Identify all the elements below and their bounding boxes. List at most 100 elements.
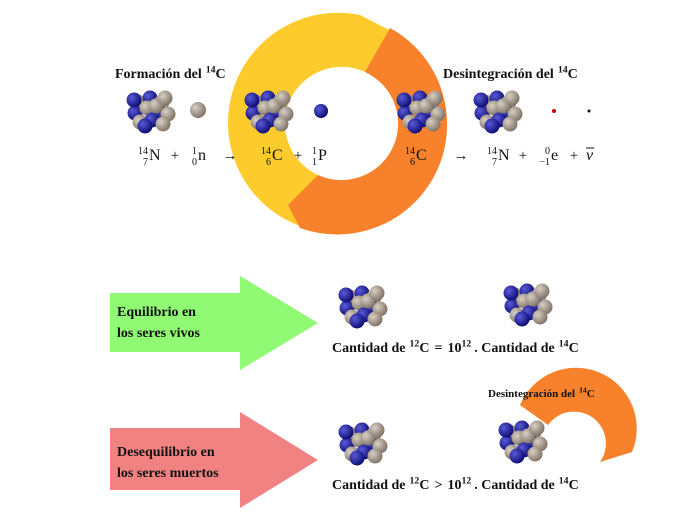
nucleon	[502, 116, 518, 132]
mass-number: 14	[487, 146, 497, 157]
dead-arrow	[110, 412, 318, 508]
symbol: N	[498, 147, 510, 164]
electron	[552, 109, 556, 113]
nucleon	[498, 422, 514, 438]
nucleon	[244, 92, 260, 108]
atomic-number: −1	[539, 157, 550, 168]
nucleon	[427, 90, 443, 106]
neutron	[190, 102, 206, 118]
symbol: ν	[586, 147, 594, 164]
symbol: P	[318, 147, 327, 164]
superscript: 12	[461, 475, 471, 486]
text: Desintegración del	[488, 388, 575, 400]
operator: +	[519, 148, 527, 164]
operator: →	[454, 148, 469, 164]
nucleon	[534, 283, 550, 299]
superscript: 12	[461, 338, 471, 349]
nucleon	[349, 450, 365, 466]
text: . Cantidad de	[474, 341, 555, 356]
text: C	[587, 388, 595, 400]
mass-number: 14	[138, 146, 148, 157]
nucleon	[509, 448, 525, 464]
atomic-number: 0	[192, 157, 197, 168]
superscript: 12	[410, 338, 420, 349]
state-label: Desequilibrio en	[117, 445, 215, 460]
text: =	[434, 341, 442, 356]
nucleon	[338, 424, 354, 440]
text: C	[569, 478, 579, 493]
nucleon	[407, 118, 423, 134]
superscript: 14	[559, 338, 569, 349]
text: 10	[447, 478, 461, 493]
text: 10	[447, 341, 461, 356]
nucleon	[367, 448, 383, 464]
decay-arc	[520, 367, 637, 462]
nucleon	[396, 92, 412, 108]
symbol: e	[551, 147, 558, 164]
nucleon	[349, 313, 365, 329]
mass-number: 0	[545, 146, 550, 157]
cycle-arrow-yellow	[228, 12, 405, 226]
superscript: 14	[579, 386, 587, 395]
text: Cantidad de	[332, 341, 406, 356]
atomic-number: 6	[266, 157, 271, 168]
state-label: los seres muertos	[117, 466, 219, 481]
text: Desintegración del	[443, 67, 554, 82]
nucleon	[503, 285, 519, 301]
symbol: n	[198, 147, 206, 164]
operator: +	[570, 148, 578, 164]
atomic-number: 1	[312, 157, 317, 168]
nucleon	[369, 422, 385, 438]
cycle-arrow-orange	[288, 28, 448, 235]
nucleon	[473, 92, 489, 108]
nucleon	[137, 118, 153, 134]
mass-number: 1	[192, 146, 197, 157]
nucleon	[157, 90, 173, 106]
superscript: 14	[558, 64, 568, 75]
nucleon	[514, 311, 530, 327]
superscript: 14	[559, 475, 569, 486]
nucleon	[126, 92, 142, 108]
atomic-number: 6	[410, 157, 415, 168]
mass-number: 14	[405, 146, 415, 157]
nucleon	[484, 118, 500, 134]
nucleon	[155, 116, 171, 132]
nucleon	[338, 287, 354, 303]
text: C	[569, 341, 579, 356]
nucleon	[527, 446, 543, 462]
nucleon	[255, 118, 271, 134]
proton	[314, 104, 328, 118]
operator: +	[171, 148, 179, 164]
nucleon	[275, 90, 291, 106]
nucleon	[425, 116, 441, 132]
operator: →	[223, 148, 238, 164]
antineutrino	[587, 109, 591, 113]
text: Formación del	[115, 67, 202, 82]
nucleon	[504, 90, 520, 106]
nucleon	[529, 420, 545, 436]
text: C	[568, 67, 578, 82]
state-label: los seres vivos	[117, 326, 201, 341]
mass-number: 14	[261, 146, 271, 157]
symbol: N	[149, 147, 161, 164]
state-label: Equilibrio en	[117, 305, 196, 320]
text: C	[419, 341, 429, 356]
symbol: C	[416, 147, 427, 164]
nucleon	[369, 285, 385, 301]
text: Cantidad de	[332, 478, 406, 493]
superscript: 14	[206, 64, 216, 75]
text: C	[419, 478, 429, 493]
text: C	[216, 67, 226, 82]
atomic-number: 7	[143, 157, 148, 168]
nucleon	[273, 116, 289, 132]
operator: +	[294, 148, 302, 164]
superscript: 12	[410, 475, 420, 486]
nucleon	[367, 311, 383, 327]
symbol: C	[272, 147, 283, 164]
living-arrow	[110, 276, 318, 370]
mass-number: 1	[312, 146, 317, 157]
nucleon	[532, 309, 548, 325]
text: >	[434, 478, 442, 493]
atomic-number: 7	[492, 157, 497, 168]
